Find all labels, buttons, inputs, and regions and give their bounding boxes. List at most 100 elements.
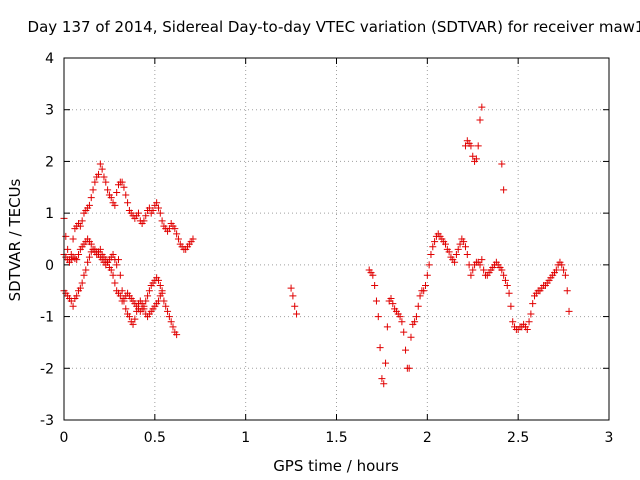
data-point [167, 318, 175, 326]
data-point [456, 240, 464, 248]
data-point [138, 300, 146, 308]
data-point [87, 240, 95, 248]
data-point [173, 331, 181, 339]
data-point [100, 173, 108, 181]
data-point [498, 160, 506, 168]
data-point [171, 225, 179, 233]
data-point [454, 245, 462, 253]
data-point [414, 302, 422, 310]
data-point [423, 271, 431, 279]
data-point [407, 333, 415, 341]
data-point [460, 238, 468, 246]
data-point [153, 199, 161, 207]
data-point [416, 292, 424, 300]
data-point [69, 302, 77, 310]
data-point [476, 261, 484, 269]
chart-title: Day 137 of 2014, Sidereal Day-to-day VTE… [28, 18, 640, 36]
data-point [527, 310, 535, 318]
y-tick-label: 0 [45, 258, 54, 274]
x-tick-label: 0 [60, 430, 69, 446]
y-tick-label: 2 [45, 154, 54, 170]
y-tick-label: 4 [45, 51, 54, 67]
data-point [78, 279, 86, 287]
data-point [398, 318, 406, 326]
data-point [500, 186, 508, 194]
data-point [372, 297, 380, 305]
data-point [469, 266, 477, 274]
data-point [505, 289, 513, 297]
data-point [474, 142, 482, 150]
data-point [118, 287, 126, 295]
data-point [498, 266, 506, 274]
x-tick-label: 1 [241, 430, 250, 446]
data-point [383, 323, 391, 331]
data-point [145, 204, 153, 212]
data-point [478, 256, 486, 264]
data-point [71, 255, 79, 263]
data-point [98, 165, 106, 173]
data-point [427, 251, 435, 259]
data-point [80, 271, 88, 279]
data-point [501, 276, 509, 284]
data-point [134, 209, 142, 217]
data-point [445, 248, 453, 256]
data-point [122, 305, 130, 313]
data-point [111, 201, 119, 209]
data-point [165, 313, 173, 321]
data-point [442, 240, 449, 248]
data-point [115, 256, 122, 264]
data-point [82, 266, 90, 274]
data-point [87, 194, 95, 202]
data-point [64, 245, 72, 253]
data-point [529, 300, 537, 308]
data-point [84, 258, 92, 266]
data-point [169, 323, 177, 331]
data-point [149, 207, 157, 215]
data-point [158, 217, 166, 225]
data-point [129, 320, 137, 328]
y-axis-label: SDTVAR / TECUs [6, 178, 24, 301]
data-point [287, 284, 295, 292]
data-point [565, 307, 573, 315]
data-point [507, 302, 515, 310]
data-point [111, 279, 119, 287]
data-point [122, 191, 130, 199]
x-axis-label: GPS time / hours [273, 457, 399, 475]
data-point [478, 103, 486, 111]
data-point [107, 194, 115, 202]
y-tick-label: 1 [45, 206, 54, 222]
data-point [293, 310, 301, 318]
data-point [125, 313, 133, 321]
data-point [500, 271, 508, 279]
data-point [411, 318, 419, 326]
data-point [73, 292, 81, 300]
data-point [95, 170, 103, 178]
data-point [369, 271, 377, 279]
data-point [75, 251, 83, 259]
data-point [509, 318, 517, 326]
data-point [120, 297, 128, 305]
data-point [160, 297, 168, 305]
x-tick-label: 2.5 [507, 430, 529, 446]
data-point [76, 222, 84, 230]
data-point [124, 199, 132, 207]
data-point [480, 266, 488, 274]
data-point [374, 313, 382, 321]
data-point [91, 178, 99, 186]
data-point [116, 271, 124, 279]
data-point [109, 251, 117, 259]
data-point [78, 217, 86, 225]
data-point [173, 230, 181, 238]
data-point [503, 282, 511, 290]
data-point [452, 251, 460, 259]
data-point [469, 152, 477, 160]
data-points [60, 103, 573, 388]
data-point [405, 364, 413, 372]
data-point [69, 253, 77, 261]
x-tick-label: 2 [423, 430, 432, 446]
data-point [140, 305, 148, 313]
data-point [164, 307, 172, 315]
data-point [85, 253, 93, 261]
data-point [113, 188, 121, 196]
